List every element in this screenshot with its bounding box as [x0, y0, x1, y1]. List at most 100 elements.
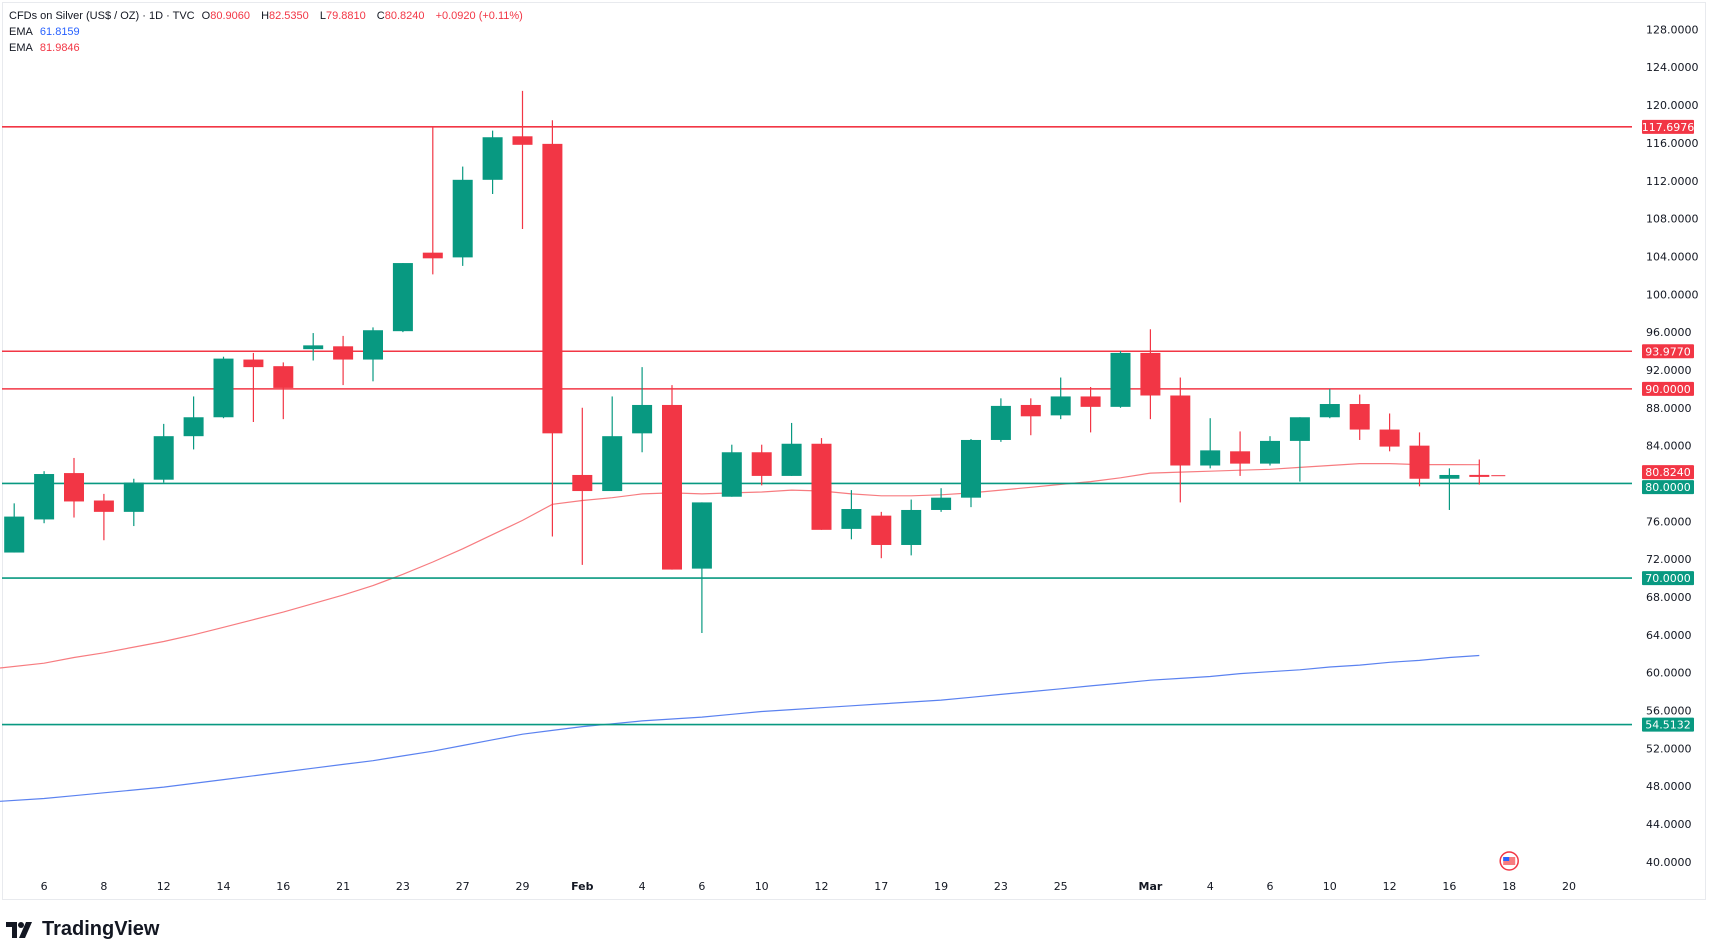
candle-body: [602, 436, 623, 492]
y-tick-label: 40.0000: [1646, 856, 1692, 869]
candle-body: [1080, 396, 1101, 407]
y-tick-label: 104.0000: [1646, 250, 1699, 263]
ema-value: 61.8159: [39, 26, 80, 38]
x-tick-label: 29: [516, 880, 530, 893]
level-price-label-bg: [1642, 571, 1694, 586]
candle-body: [273, 366, 294, 388]
ema-legend-slow[interactable]: EMA 61.8159: [9, 26, 84, 38]
y-tick-label: 128.0000: [1646, 23, 1699, 36]
candle-body: [961, 439, 981, 498]
ema-value: 81.9846: [39, 42, 80, 54]
candle-body: [632, 404, 653, 434]
candle-body: [1409, 445, 1430, 479]
ohlc-high: H82.5350: [261, 10, 313, 22]
candle-body: [1379, 429, 1400, 447]
close-label: C: [376, 10, 385, 22]
candle-body: [1439, 474, 1460, 479]
candle-body: [422, 252, 443, 259]
candle-body: [4, 516, 25, 553]
candle-body: [841, 509, 862, 529]
level-price-label: 90.0000: [1645, 383, 1691, 396]
candle-body: [901, 509, 922, 545]
x-tick-label: 12: [815, 880, 829, 893]
candle-body: [662, 404, 682, 570]
level-price-label: 80.0000: [1645, 481, 1691, 494]
x-tick-label: 12: [1383, 880, 1397, 893]
y-tick-label: 44.0000: [1646, 818, 1692, 831]
candle-body: [1110, 352, 1131, 407]
us-flag-canton: [1503, 857, 1510, 861]
candle-body: [1230, 451, 1251, 464]
high-value: 82.5350: [269, 10, 309, 22]
candle-body: [811, 443, 832, 530]
y-tick-label: 68.0000: [1646, 591, 1692, 604]
price-change: +0.0920 (+0.11%): [435, 10, 523, 22]
candle-body: [34, 474, 55, 520]
y-tick-label: 76.0000: [1646, 515, 1692, 528]
x-tick-label: 10: [1323, 880, 1337, 893]
x-tick-label: Mar: [1139, 880, 1163, 893]
candle-body: [1289, 417, 1310, 441]
candle-body: [1140, 352, 1161, 396]
tradingview-logo[interactable]: TradingView: [6, 918, 159, 941]
y-tick-label: 124.0000: [1646, 61, 1699, 74]
candle-body: [572, 474, 593, 492]
x-tick-label: 10: [755, 880, 769, 893]
level-price-label: 70.0000: [1645, 572, 1691, 585]
y-tick-label: 112.0000: [1646, 175, 1699, 188]
candle-body: [153, 436, 174, 480]
x-tick-label: Feb: [571, 880, 594, 893]
ohlc-open: O80.9060: [202, 10, 254, 22]
candle-body: [512, 136, 533, 145]
x-tick-label: 27: [456, 880, 470, 893]
level-price-label: 54.5132: [1645, 719, 1691, 732]
ema-fast-line: [0, 463, 1480, 669]
low-value: 79.8810: [325, 10, 366, 22]
level-price-label-bg: [1642, 344, 1694, 359]
ohlc-close: C80.8240: [377, 10, 429, 22]
y-tick-label: 96.0000: [1646, 326, 1692, 339]
x-tick-label: 12: [157, 880, 171, 893]
x-tick-label: 6: [1267, 880, 1274, 893]
y-tick-label: 52.0000: [1646, 742, 1692, 755]
brand-name: TradingView: [42, 918, 160, 940]
x-tick-label: 20: [1562, 880, 1576, 893]
ema-slow-line: [0, 654, 1480, 802]
x-tick-label: 23: [396, 880, 410, 893]
y-tick-label: 120.0000: [1646, 99, 1699, 112]
candle-body: [931, 497, 952, 510]
x-tick-label: 23: [994, 880, 1008, 893]
candle-body: [213, 358, 234, 418]
y-tick-label: 56.0000: [1646, 705, 1692, 718]
x-tick-label: 21: [336, 880, 350, 893]
y-tick-label: 64.0000: [1646, 629, 1692, 642]
candle-body: [333, 346, 354, 360]
tradingview-logo-icon: [6, 921, 32, 938]
candle-body: [93, 500, 114, 512]
y-tick-label: 72.0000: [1646, 553, 1692, 566]
y-tick-label: 60.0000: [1646, 667, 1692, 680]
candle-body: [452, 179, 473, 258]
candle-body: [303, 345, 324, 350]
candle-body: [751, 452, 772, 476]
x-tick-label: 16: [1442, 880, 1456, 893]
level-price-label-bg: [1642, 381, 1694, 396]
candle-body: [243, 359, 264, 368]
candle-body: [542, 143, 563, 434]
open-value: 80.9060: [210, 10, 250, 22]
y-tick-label: 116.0000: [1646, 137, 1699, 150]
x-tick-label: 17: [874, 880, 888, 893]
ema-legend-fast[interactable]: EMA 81.9846: [9, 42, 84, 54]
candle-body: [1349, 404, 1370, 430]
level-price-label-bg: [1642, 480, 1694, 495]
candle-body: [1050, 396, 1071, 416]
last-price-label: 80.8240: [1645, 466, 1691, 479]
x-tick-label: 25: [1054, 880, 1068, 893]
candle-body: [990, 405, 1011, 440]
x-tick-label: 14: [217, 880, 231, 893]
y-tick-label: 84.0000: [1646, 440, 1692, 453]
candle-body: [721, 452, 742, 497]
y-tick-label: 88.0000: [1646, 402, 1692, 415]
ema-name: EMA: [9, 42, 33, 54]
